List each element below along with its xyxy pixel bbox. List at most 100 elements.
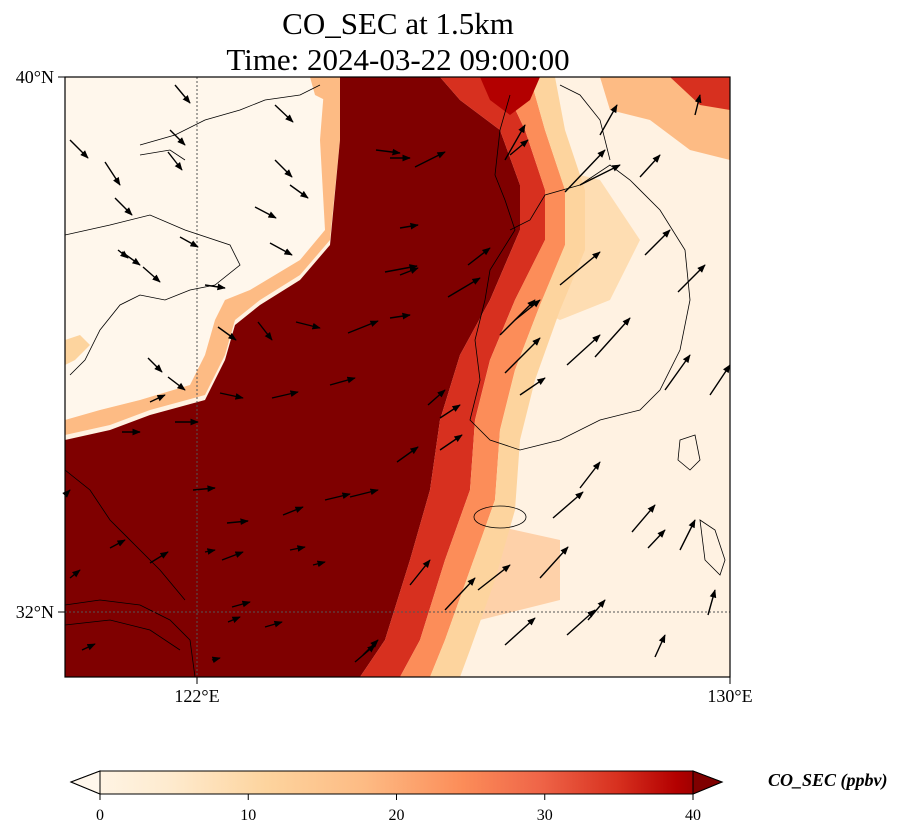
wind-arrow <box>274 104 294 123</box>
wind-arrow <box>654 634 666 658</box>
wind-arrow <box>295 321 321 330</box>
wind-arrow <box>81 643 96 651</box>
wind-arrow <box>104 161 121 186</box>
colorbar-tick-label: 30 <box>537 807 553 824</box>
wind-arrow <box>204 283 226 291</box>
wind-arrow <box>231 600 251 608</box>
wind-arrow <box>414 151 446 168</box>
wind-arrow <box>504 337 541 374</box>
wind-arrow <box>69 569 81 579</box>
wind-arrow <box>514 299 541 321</box>
wind-arrow <box>149 394 166 403</box>
wind-arrow <box>566 334 601 366</box>
wind-arrow <box>114 197 133 216</box>
wind-arrow <box>167 376 186 391</box>
wind-arrow <box>594 317 631 358</box>
lat-label-40n: 40°N <box>16 67 54 87</box>
wind-arrow <box>227 616 241 624</box>
wind-arrow <box>477 564 511 591</box>
map-frame <box>64 76 731 678</box>
wind-arrow <box>409 559 431 586</box>
wind-arrow <box>399 222 419 230</box>
wind-arrow <box>539 546 569 579</box>
wind-arrow <box>347 320 379 334</box>
wind-arrow <box>204 548 216 555</box>
wind-arrow <box>504 617 536 646</box>
wind-arrow <box>167 151 183 171</box>
wind-arrow <box>375 148 401 156</box>
wind-arrow <box>677 264 706 293</box>
wind-arrow <box>396 446 419 463</box>
wind-arrow <box>254 206 277 219</box>
wind-arrow <box>519 377 546 396</box>
wind-arrow <box>257 321 273 341</box>
wind-arrow <box>599 104 618 136</box>
wind-arrow <box>389 312 411 320</box>
colorbar: 0 10 20 30 40 <box>69 770 724 824</box>
wind-arrow <box>694 94 702 116</box>
wind-arrow <box>559 251 601 286</box>
concentration-field <box>65 77 730 677</box>
wind-arrow <box>707 589 717 616</box>
wind-arrow <box>282 506 304 516</box>
wind-arrow <box>552 491 584 519</box>
colorbar-tick-label: 0 <box>96 807 104 824</box>
wind-arrow <box>147 357 163 373</box>
wind-arrow <box>467 247 491 266</box>
wind-arrow <box>169 129 186 146</box>
wind-arrow <box>639 154 661 178</box>
wind-arrow <box>679 519 696 551</box>
wind-arrow <box>192 485 216 493</box>
wind-arrow <box>384 264 418 273</box>
wind-arrow <box>439 404 461 419</box>
wind-arrow <box>69 139 89 159</box>
wind-arrow <box>566 609 596 636</box>
wind-arrow <box>217 326 237 341</box>
wind-arrow <box>631 504 656 533</box>
wind-arrow <box>226 518 249 526</box>
colorbar-label: CO_SEC (ppbv) <box>768 770 888 790</box>
wind-arrow <box>221 551 244 561</box>
lon-label-130e: 130°E <box>707 686 752 706</box>
wind-arrow <box>324 492 351 501</box>
wind-arrow <box>664 354 691 391</box>
wind-arrow <box>312 560 326 568</box>
wind-arrow <box>362 639 379 656</box>
wind-arrow <box>117 249 129 259</box>
wind-arrow <box>444 577 476 611</box>
wind-arrow <box>509 139 529 156</box>
wind-arrow <box>269 242 293 256</box>
wind-arrow <box>709 364 731 396</box>
wind-arrow <box>427 389 446 406</box>
wind-arrow <box>271 390 299 399</box>
wind-arrow <box>647 529 666 549</box>
wind-arrow <box>211 656 221 664</box>
wind-arrow <box>62 489 71 498</box>
wind-arrow <box>289 184 309 199</box>
wind-arrow <box>579 461 601 489</box>
wind-arrow <box>109 539 126 549</box>
wind-arrow <box>142 266 161 283</box>
wind-vectors <box>62 84 731 664</box>
wind-arrow <box>289 545 306 552</box>
lat-label-32n: 32°N <box>16 602 54 622</box>
wind-arrow <box>264 620 283 628</box>
wind-arrow <box>274 159 293 178</box>
colorbar-tick-label: 20 <box>389 807 405 824</box>
wind-arrow <box>447 277 481 298</box>
wind-arrow <box>644 229 671 256</box>
wind-arrow <box>174 84 191 104</box>
wind-arrow <box>504 124 526 161</box>
wind-arrow <box>329 376 356 386</box>
wind-arrow <box>349 488 379 498</box>
wind-arrow <box>219 392 244 400</box>
wind-arrow <box>579 164 621 186</box>
map-title-line2: Time: 2024-03-22 09:00:00 <box>226 42 570 77</box>
wind-arrow <box>587 599 606 621</box>
wind-arrow <box>149 551 169 564</box>
colorbar-tick-label: 40 <box>685 807 701 824</box>
wind-arrow <box>439 434 463 451</box>
wind-arrow <box>564 149 606 193</box>
wind-arrow <box>179 236 199 248</box>
